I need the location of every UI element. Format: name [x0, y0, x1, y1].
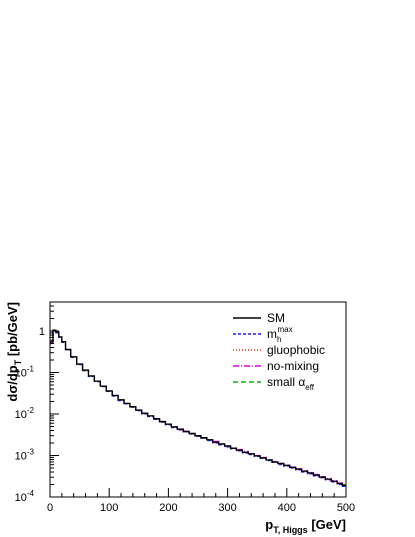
legend-entry: no-mixing: [267, 359, 319, 373]
x-axis: 0 100 200 300 400 500: [47, 488, 355, 514]
x-tick-label: 500: [337, 502, 355, 514]
y-tick-label: 1: [39, 326, 45, 338]
x-tick-label: 400: [278, 502, 296, 514]
legend-entry: small αeff: [267, 375, 315, 392]
x-axis-title: pT, Higgs [GeV]: [265, 517, 346, 535]
plot-frame: [49, 301, 347, 498]
y-tick-label: 10-4: [15, 489, 35, 504]
y-tick-label: 10-3: [15, 448, 35, 463]
series-line-sm: [50, 329, 346, 487]
x-tick-label: 0: [47, 502, 53, 514]
x-tick-label: 300: [218, 502, 236, 514]
y-axis: 10-4 10-3 10-2 10-1 1: [15, 301, 59, 504]
y-axis-title: dσ/dpT [pb/GeV]: [5, 302, 23, 402]
x-tick-label: 200: [159, 502, 177, 514]
y-tick-label: 10-2: [15, 406, 35, 421]
series-layer: [50, 329, 346, 488]
y-tick-label: 10-1: [15, 365, 35, 380]
legend-entry: SM: [267, 311, 285, 325]
x-tick-label: 100: [100, 502, 118, 514]
legend-entry: gluophobic: [267, 343, 325, 357]
legend-entry: mhmax: [267, 325, 293, 344]
